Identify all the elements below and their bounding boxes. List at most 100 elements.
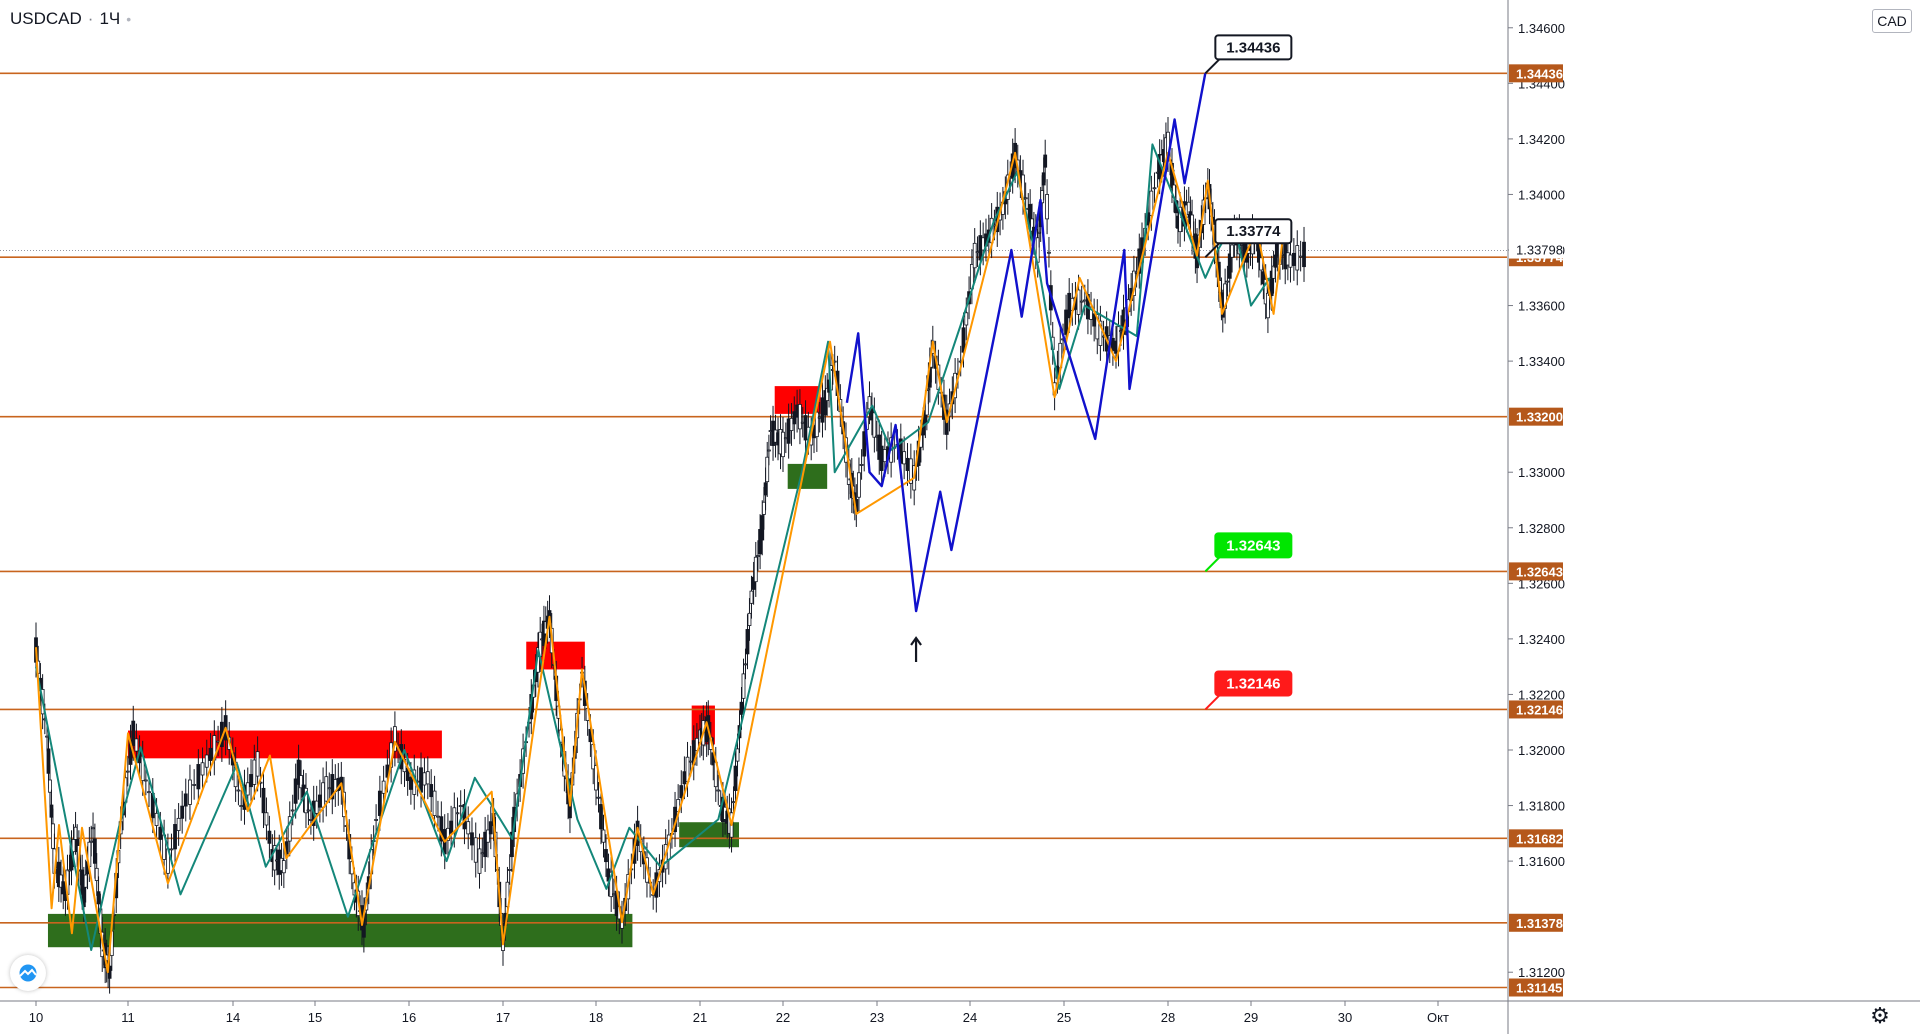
candle-body (609, 871, 614, 898)
candle-body (392, 726, 397, 752)
symbol-header: USDCAD · 1Ч • (10, 9, 131, 29)
level-label-5: 1.31682 (1516, 831, 1563, 846)
candle-body (862, 431, 867, 457)
candle-body (1298, 255, 1303, 258)
callout-pointer-3 (1204, 694, 1221, 711)
candle-body (745, 629, 750, 655)
candle-body (61, 881, 66, 895)
candle-body (94, 867, 99, 881)
candle-body (733, 765, 738, 791)
callout-label-1[interactable]: 1.33774 (1226, 223, 1281, 240)
interval-label[interactable]: 1Ч (99, 9, 121, 28)
candle-body (1152, 187, 1157, 190)
candle-body (314, 800, 319, 814)
candle-body (1098, 320, 1103, 346)
candle-body (1263, 279, 1268, 305)
candle-body (73, 826, 78, 840)
candle-body (879, 445, 884, 471)
y-tick-label-15: 1.31200 (1518, 965, 1565, 980)
callout-box-1[interactable] (1214, 218, 1293, 245)
x-tick-label-0: 10 (29, 1010, 43, 1025)
candle-body (1273, 254, 1278, 268)
status-dot: • (126, 11, 132, 27)
candle-body (173, 824, 177, 850)
candle-body (458, 805, 463, 807)
candle-body (760, 515, 765, 541)
level-label-bg-3 (1509, 562, 1563, 581)
candle-body (753, 556, 758, 583)
candle-body (688, 760, 693, 763)
candle-body (56, 861, 61, 888)
candle-body (781, 431, 785, 458)
candle-body (1302, 241, 1306, 268)
x-tick-label-15: Окт (1427, 1010, 1449, 1025)
candle-body (1259, 257, 1264, 271)
header-separator: · (87, 9, 94, 28)
candle-body (272, 845, 277, 871)
candle-body (304, 787, 308, 814)
candle-body (293, 778, 298, 804)
candle-body (158, 826, 163, 840)
candle-body (762, 501, 766, 515)
y-tick-label-12: 1.32000 (1518, 743, 1565, 758)
candle-body (857, 472, 861, 498)
y-tick-label-2: 1.34200 (1518, 132, 1565, 147)
x-tick-label-5: 17 (496, 1010, 510, 1025)
level-label-0: 1.34436 (1516, 66, 1563, 81)
callout-box-0[interactable] (1214, 34, 1293, 61)
candle-body (204, 754, 209, 768)
currency-badge[interactable]: CAD (1872, 9, 1912, 33)
candle-body (1288, 254, 1293, 268)
candle-body (1023, 197, 1028, 200)
candle-body (792, 411, 797, 425)
x-tick-label-10: 24 (963, 1010, 977, 1025)
callout-label-0[interactable]: 1.34436 (1226, 39, 1280, 56)
candle-body (814, 411, 819, 438)
candle-body (92, 838, 97, 864)
candle-body (1089, 306, 1093, 320)
candle-body (306, 809, 311, 812)
price-axis[interactable] (1508, 0, 1920, 1034)
candle-body (1045, 194, 1049, 220)
candle-body (741, 673, 746, 699)
candle-body (756, 555, 760, 557)
candle-body (216, 740, 220, 743)
candle-body (731, 801, 736, 804)
candle-body (1067, 292, 1072, 319)
time-axis[interactable] (0, 1001, 1507, 1034)
candle-body (408, 776, 413, 790)
candle-body (281, 860, 286, 874)
tradingview-logo-icon[interactable] (10, 955, 46, 991)
candle-body (89, 840, 94, 843)
candle-body (290, 809, 295, 812)
candle-body (176, 817, 181, 831)
candle-body (245, 782, 250, 796)
candle-body (743, 663, 748, 666)
last-price-label: 1.33798 (1516, 243, 1563, 258)
candle-body (131, 720, 136, 746)
candle-body (964, 312, 969, 326)
y-tick-label-8: 1.32800 (1518, 521, 1565, 536)
candle-body (236, 789, 241, 792)
candle-body (882, 449, 887, 463)
callout-label-3[interactable]: 1.32146 (1226, 675, 1280, 692)
zigzag-orange-line (35, 151, 1283, 974)
candle-body (422, 772, 427, 786)
callout-label-2[interactable]: 1.32643 (1226, 537, 1280, 554)
candle-body (46, 748, 51, 774)
candle-body (473, 837, 478, 863)
y-tick-label-0: 1.34600 (1518, 21, 1565, 36)
gear-icon[interactable]: ⚙ (1870, 1003, 1890, 1028)
candle-body (972, 242, 977, 269)
symbol-name[interactable]: USDCAD (10, 9, 82, 28)
x-tick-label-4: 16 (402, 1010, 416, 1025)
candle-body (264, 812, 269, 826)
candle-body (143, 779, 148, 782)
candle-body (902, 451, 907, 465)
candle-body (507, 869, 512, 871)
candle-body (477, 848, 482, 874)
callout-box-3[interactable] (1214, 670, 1293, 697)
callout-box-2[interactable] (1214, 532, 1293, 559)
